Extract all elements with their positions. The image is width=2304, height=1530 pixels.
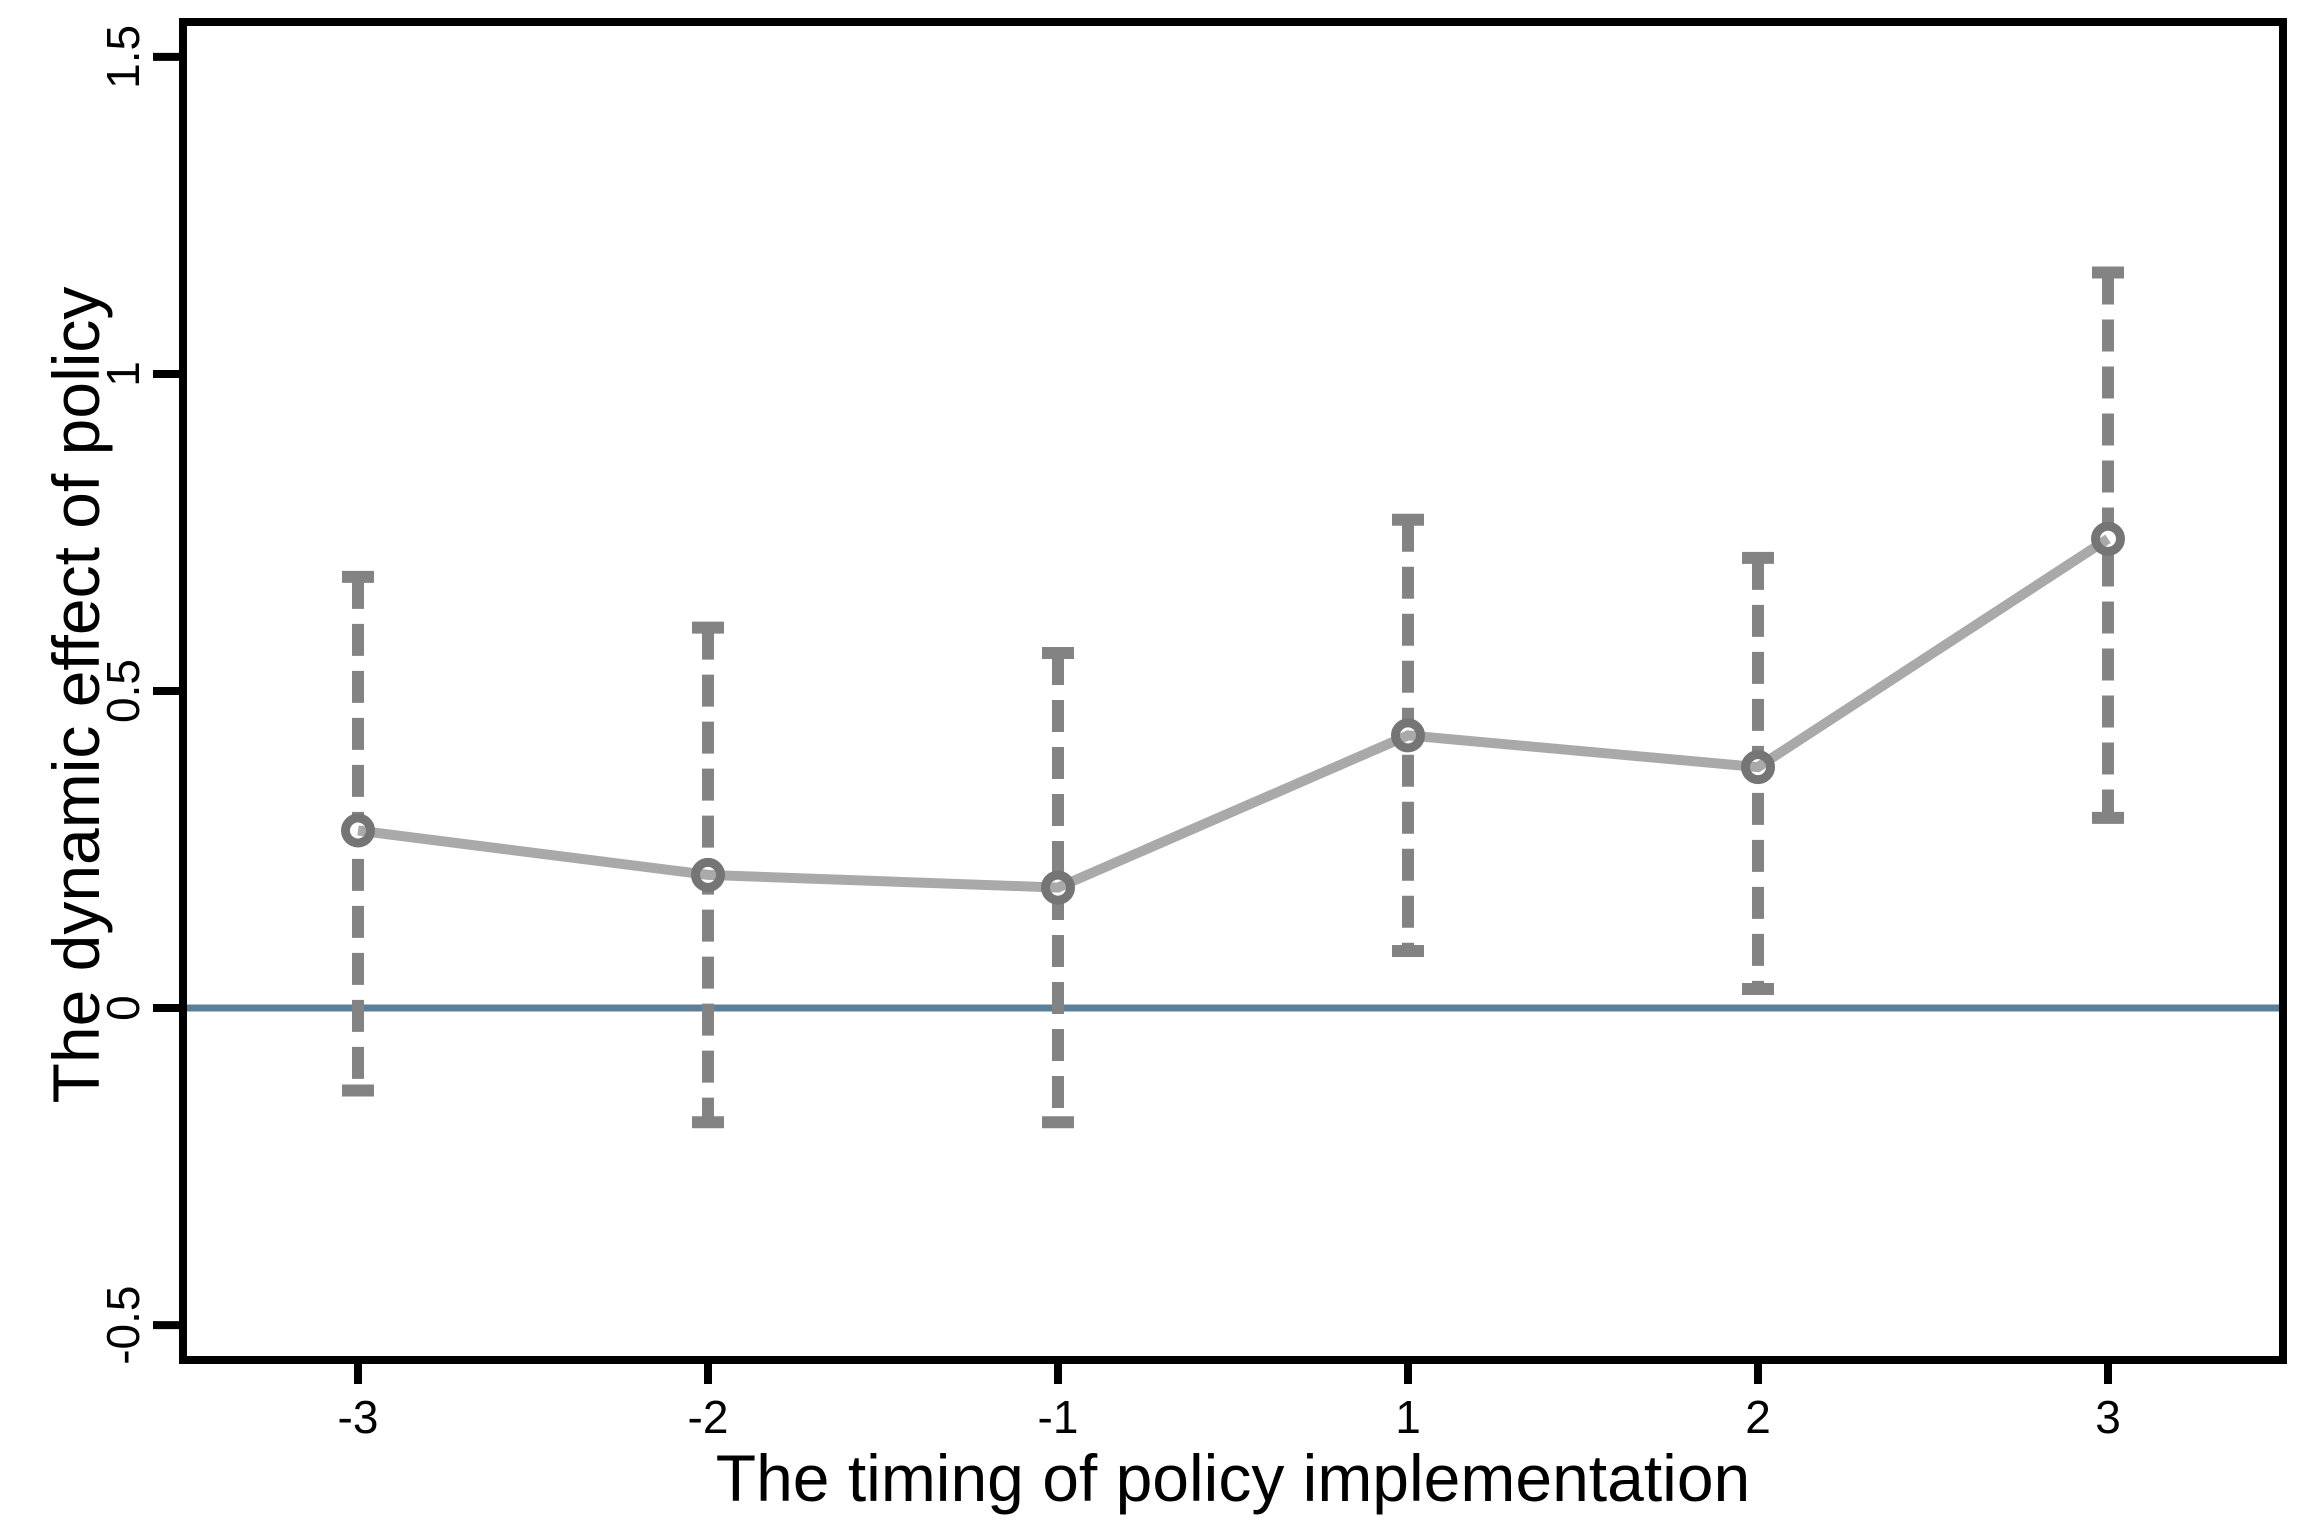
estimate-marker [1041,870,1075,905]
y-axis-title: The dynamic effect of policy [39,286,113,1104]
estimate-marker [1391,718,1425,753]
y-tick-label: 1.5 [97,25,149,89]
x-tick-label: 3 [2095,1391,2121,1443]
x-axis-title: The timing of policy implementation [715,1441,1751,1515]
estimate-marker [2091,521,2125,556]
estimate-marker [1741,750,1775,785]
estimate-marker [341,813,375,848]
y-tick-label: 0.5 [97,659,149,723]
x-tick-label: 2 [1745,1391,1771,1443]
y-tick-label: -0.5 [97,1285,149,1364]
y-tick-label: 0 [97,995,149,1021]
x-tick-label: 1 [1395,1391,1421,1443]
x-tick-label: -2 [688,1391,729,1443]
y-tick-label: 1 [97,361,149,387]
estimate-marker [691,857,725,892]
estimate-line [357,534,2111,893]
plot-frame [179,18,2287,1364]
x-tick-label: -3 [338,1391,379,1443]
x-tick-label: -1 [1038,1391,1079,1443]
